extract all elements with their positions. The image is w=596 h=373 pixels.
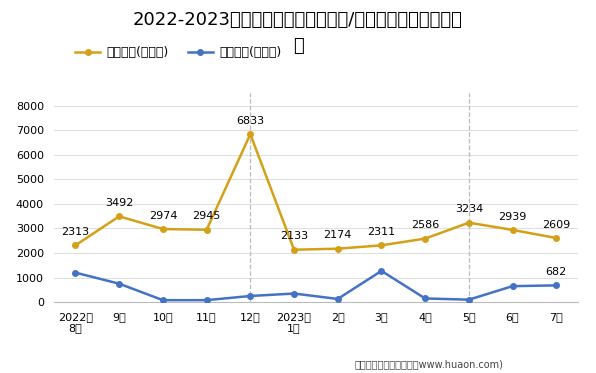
Text: 2174: 2174	[324, 231, 352, 240]
进口总额(万美元)	[552, 283, 560, 288]
进口总额(万美元)	[378, 269, 385, 273]
Text: 2313: 2313	[61, 227, 89, 237]
出口总额(万美元)	[509, 228, 516, 232]
Text: 2609: 2609	[542, 220, 570, 230]
出口总额(万美元)	[247, 132, 254, 137]
进口总额(万美元)	[421, 296, 429, 301]
进口总额(万美元)	[290, 291, 297, 296]
Text: 682: 682	[546, 267, 567, 277]
出口总额(万美元)	[290, 247, 297, 252]
出口总额(万美元)	[465, 220, 473, 225]
Legend: 出口总额(万美元), 进口总额(万美元): 出口总额(万美元), 进口总额(万美元)	[70, 41, 286, 64]
进口总额(万美元)	[72, 270, 79, 275]
出口总额(万美元)	[334, 247, 342, 251]
出口总额(万美元)	[421, 236, 429, 241]
进口总额(万美元)	[116, 282, 123, 286]
进口总额(万美元)	[509, 284, 516, 288]
进口总额(万美元)	[247, 294, 254, 298]
出口总额(万美元)	[552, 236, 560, 240]
Text: 制图：华经产业研究院（www.huaon.com): 制图：华经产业研究院（www.huaon.com)	[355, 359, 504, 369]
Text: 2586: 2586	[411, 220, 439, 230]
出口总额(万美元)	[378, 243, 385, 248]
出口总额(万美元)	[203, 228, 210, 232]
Text: 6833: 6833	[236, 116, 265, 126]
Text: 2311: 2311	[367, 227, 396, 237]
Line: 进口总额(万美元): 进口总额(万美元)	[73, 268, 559, 303]
出口总额(万美元)	[159, 227, 166, 231]
Text: 2974: 2974	[148, 211, 177, 221]
进口总额(万美元)	[159, 298, 166, 303]
Text: 3234: 3234	[455, 204, 483, 214]
进口总额(万美元)	[465, 297, 473, 302]
Line: 出口总额(万美元): 出口总额(万美元)	[73, 131, 559, 253]
出口总额(万美元)	[72, 243, 79, 248]
进口总额(万美元)	[334, 297, 342, 301]
Text: 2945: 2945	[193, 211, 221, 222]
Text: 2939: 2939	[498, 211, 527, 222]
Text: 计: 计	[293, 37, 303, 55]
出口总额(万美元)	[116, 214, 123, 219]
Text: 2133: 2133	[280, 231, 308, 241]
进口总额(万美元)	[203, 298, 210, 303]
Text: 2022-2023年石河子市（境内目的地/货源地）进、出口额统: 2022-2023年石河子市（境内目的地/货源地）进、出口额统	[133, 11, 463, 29]
Text: 3492: 3492	[105, 198, 134, 208]
